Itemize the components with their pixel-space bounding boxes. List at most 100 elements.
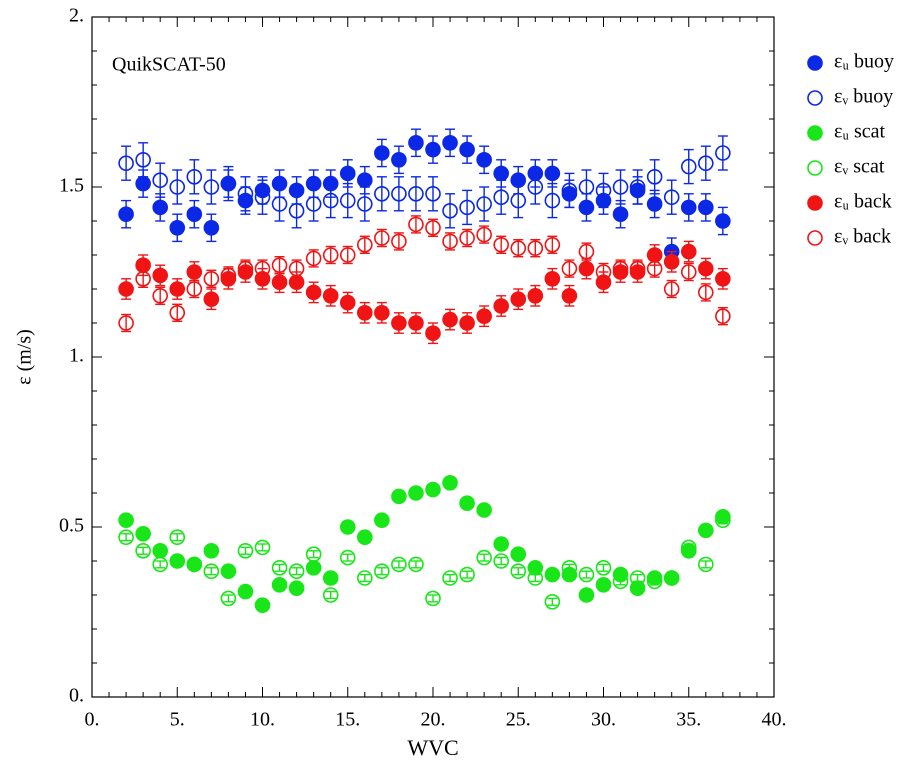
legend-label: εᵤ buoy	[834, 51, 894, 73]
point	[339, 165, 356, 182]
point	[169, 529, 186, 546]
point	[595, 182, 612, 199]
point	[271, 196, 288, 212]
x-tick-label: 5.	[170, 709, 185, 731]
point	[493, 189, 510, 205]
y-tick-label: 2.	[69, 5, 84, 27]
point	[237, 260, 254, 277]
point	[169, 553, 186, 569]
y-axis-label: ε (m/s)	[14, 329, 36, 385]
point	[697, 556, 714, 573]
point	[680, 539, 697, 556]
point	[442, 203, 458, 219]
point	[476, 308, 492, 325]
point	[186, 281, 203, 297]
point	[118, 529, 134, 546]
point	[663, 570, 680, 586]
point	[152, 287, 168, 304]
point	[510, 563, 527, 580]
y-tick-label: 0.5	[59, 515, 84, 537]
point	[544, 237, 561, 253]
point	[578, 243, 595, 260]
point	[476, 152, 492, 168]
legend-marker	[807, 230, 823, 246]
legend-marker	[807, 90, 823, 106]
point	[493, 237, 510, 253]
point	[578, 179, 595, 195]
point	[697, 155, 714, 171]
point	[595, 264, 612, 280]
point	[203, 220, 220, 236]
point	[186, 169, 203, 185]
point	[408, 315, 424, 331]
point	[544, 270, 561, 287]
point	[135, 152, 151, 168]
point	[305, 559, 322, 576]
point	[680, 199, 697, 216]
point	[169, 281, 186, 297]
point	[135, 542, 151, 559]
point	[135, 175, 151, 192]
point	[203, 542, 220, 559]
annotation: QuikSCAT-50	[112, 54, 226, 76]
point	[408, 485, 424, 501]
y-tick-label: 1.	[69, 345, 84, 367]
point	[715, 145, 731, 161]
point	[356, 196, 373, 212]
point	[339, 247, 356, 263]
point	[663, 281, 680, 297]
point	[322, 587, 339, 603]
point	[220, 563, 237, 580]
point	[408, 135, 424, 151]
point	[322, 570, 339, 586]
point	[186, 206, 203, 222]
point	[254, 597, 271, 614]
point	[408, 186, 424, 202]
point	[305, 196, 322, 212]
point	[476, 226, 492, 243]
point	[356, 529, 373, 546]
point	[697, 284, 714, 301]
point	[715, 270, 731, 287]
point	[220, 590, 237, 607]
point	[356, 304, 373, 321]
point	[356, 570, 373, 586]
point	[544, 165, 561, 182]
point	[561, 260, 578, 277]
point	[374, 145, 390, 161]
point	[186, 264, 203, 280]
point	[118, 281, 134, 297]
point	[425, 186, 441, 202]
point	[646, 169, 663, 185]
point	[339, 549, 356, 566]
point	[646, 260, 663, 277]
point	[135, 525, 151, 542]
x-axis-label: WVC	[407, 735, 458, 760]
point	[391, 186, 407, 202]
point	[493, 298, 510, 314]
point	[374, 186, 390, 202]
point	[715, 213, 731, 229]
point	[203, 179, 220, 195]
point	[408, 216, 424, 233]
point	[595, 576, 612, 593]
point	[629, 179, 646, 195]
point	[408, 556, 424, 573]
point	[527, 287, 544, 304]
point	[152, 542, 168, 559]
point	[476, 196, 492, 212]
point	[527, 179, 544, 195]
point	[510, 291, 527, 308]
point	[254, 189, 271, 205]
point	[271, 274, 288, 291]
point	[612, 573, 629, 590]
point	[561, 287, 578, 304]
point	[578, 587, 595, 603]
point	[612, 260, 629, 277]
point	[339, 294, 356, 311]
point	[288, 580, 305, 597]
point	[578, 566, 595, 583]
x-tick-label: 15.	[335, 709, 360, 731]
point	[391, 152, 407, 168]
